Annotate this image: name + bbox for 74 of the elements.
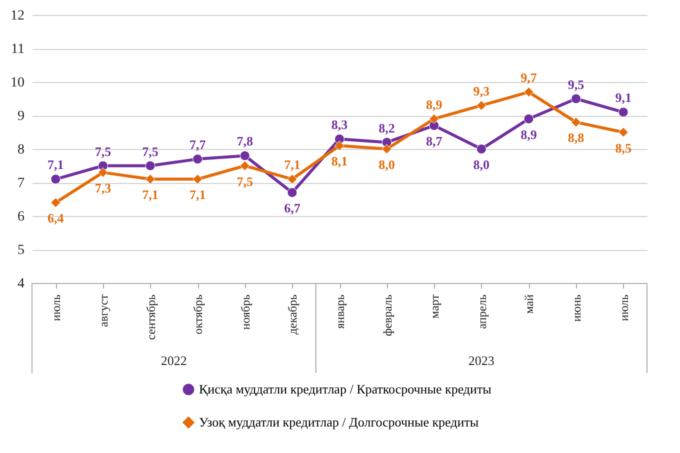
legend-label: Узоқ муддатли кредитлар / Долгосрочные кредиты bbox=[199, 414, 479, 430]
data-label: 8,3 bbox=[331, 116, 348, 132]
point bbox=[524, 87, 534, 98]
data-label: 7,5 bbox=[236, 174, 254, 189]
data-label: 8,7 bbox=[426, 134, 443, 149]
point bbox=[429, 114, 440, 124]
data-label: 7,1 bbox=[142, 187, 158, 202]
data-label: 7,1 bbox=[48, 157, 64, 172]
data-label: 8,9 bbox=[426, 96, 443, 112]
point bbox=[618, 127, 628, 138]
x-tick-label: июнь bbox=[570, 294, 584, 322]
x-tick-label: декабрь bbox=[286, 294, 300, 334]
x-tick-label: апрель bbox=[474, 294, 489, 329]
x-tick-label: март bbox=[428, 294, 442, 318]
x-tick-label: август bbox=[96, 294, 110, 327]
point bbox=[240, 150, 250, 161]
point bbox=[192, 154, 203, 164]
point bbox=[476, 100, 486, 110]
x-tick-label: октябрь bbox=[191, 294, 206, 334]
x-tick-label: январь bbox=[333, 294, 347, 329]
point bbox=[240, 160, 250, 171]
text: 2022 bbox=[160, 353, 187, 368]
x-tick-label: июль bbox=[49, 294, 64, 322]
point bbox=[287, 188, 298, 198]
data-label: 8,9 bbox=[520, 126, 538, 142]
data-label: 8,5 bbox=[615, 140, 632, 156]
point bbox=[571, 94, 582, 104]
y-tick-label: 10 bbox=[10, 76, 24, 90]
text: 2023 bbox=[468, 353, 494, 368]
data-label: 7,7 bbox=[189, 137, 206, 152]
y-tick-label: 9 bbox=[18, 109, 24, 124]
data-label: 7,5 bbox=[142, 144, 159, 159]
data-label: 7,3 bbox=[94, 180, 112, 196]
y-tick-label: 7 bbox=[18, 176, 24, 191]
data-label: 9,5 bbox=[568, 76, 585, 92]
data-label: 8,2 bbox=[378, 120, 395, 136]
data-label: 8,0 bbox=[378, 157, 395, 172]
point bbox=[476, 144, 486, 154]
point bbox=[145, 160, 156, 171]
y-tick-label: 5 bbox=[18, 243, 24, 258]
point bbox=[50, 198, 61, 208]
data-label: 7,1 bbox=[284, 157, 300, 172]
y-tick-label: 8 bbox=[18, 142, 24, 158]
data-label: 6,4 bbox=[48, 210, 64, 226]
x-tick-label: ноябрь bbox=[238, 294, 252, 330]
y-tick-label: 12 bbox=[10, 8, 24, 24]
point bbox=[524, 114, 534, 124]
point bbox=[287, 174, 298, 184]
x-tick-label: июль bbox=[616, 294, 631, 322]
point bbox=[192, 174, 203, 184]
data-label: 9,7 bbox=[520, 70, 538, 86]
data-label: 7,5 bbox=[94, 144, 112, 159]
y-tick-label: 6 bbox=[18, 210, 24, 224]
point bbox=[98, 167, 108, 178]
y-tick-label: 4 bbox=[18, 276, 24, 292]
x-tick-label: сентябрь bbox=[144, 294, 158, 340]
y-tick-label: 11 bbox=[11, 42, 24, 57]
legend-label: Қисқа муддатли кредитлар / Краткосрочные кредиты bbox=[199, 382, 492, 396]
point bbox=[50, 174, 61, 184]
data-label: 9,3 bbox=[473, 83, 490, 98]
point bbox=[382, 144, 392, 154]
point bbox=[618, 107, 628, 118]
x-tick-label: февраль bbox=[380, 294, 394, 336]
data-label: 7,8 bbox=[236, 134, 254, 149]
data-label: 8,1 bbox=[331, 154, 348, 169]
data-label: 8,0 bbox=[473, 157, 490, 172]
point bbox=[571, 117, 582, 128]
point bbox=[334, 140, 344, 151]
x-tick-label: май bbox=[522, 294, 536, 314]
data-label: 6,7 bbox=[284, 200, 301, 216]
data-label: 8,8 bbox=[568, 130, 585, 146]
data-label: 9,1 bbox=[615, 90, 632, 106]
point bbox=[145, 174, 156, 184]
data-label: 7,1 bbox=[189, 187, 206, 202]
